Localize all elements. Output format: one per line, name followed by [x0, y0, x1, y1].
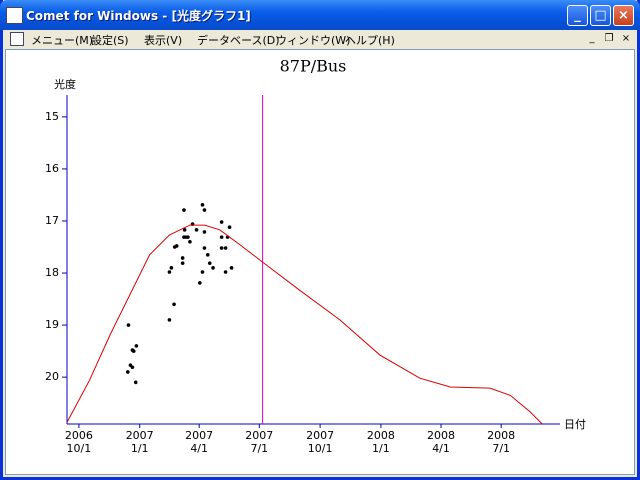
data-point: [219, 235, 224, 239]
data-point: [126, 323, 131, 327]
doc-icon[interactable]: [10, 32, 24, 46]
app-icon: [6, 7, 23, 24]
magnitude-curve: [66, 224, 543, 425]
x-tick-label: 2007 7/1: [245, 429, 273, 455]
data-point: [200, 203, 205, 207]
data-point: [207, 261, 212, 265]
data-point: [167, 318, 172, 322]
data-point: [205, 253, 210, 257]
data-point: [202, 246, 207, 250]
y-tick-label: 15: [45, 110, 59, 123]
data-point: [130, 365, 135, 370]
data-point: [182, 228, 187, 232]
x-tick-label: 2008 1/1: [367, 429, 395, 455]
menu-item[interactable]: ヘルプ(H): [345, 34, 395, 47]
maximize-button[interactable]: □: [590, 5, 611, 26]
data-point: [223, 246, 228, 250]
data-point: [229, 266, 234, 270]
data-point: [227, 225, 232, 230]
x-tick-label: 2006 10/1: [65, 429, 93, 455]
client-area: [5, 49, 635, 475]
data-point: [167, 270, 172, 274]
data-point: [202, 230, 207, 234]
title-bar: Comet for Windows - [光度グラフ1] _ □ ×: [0, 0, 640, 30]
window-title: Comet for Windows - [光度グラフ1]: [26, 9, 251, 23]
data-point: [131, 349, 136, 353]
y-tick-label: 17: [45, 214, 59, 227]
x-tick-label: 2007 10/1: [306, 429, 334, 455]
data-point: [134, 344, 139, 348]
minimize-button[interactable]: _: [567, 5, 588, 26]
y-tick-label: 16: [45, 162, 59, 175]
data-point: [223, 270, 228, 274]
data-point: [133, 380, 138, 385]
x-tick-label: 2008 4/1: [427, 429, 455, 455]
x-tick-label: 2007 1/1: [126, 429, 154, 455]
menu-item[interactable]: 表示(V): [144, 34, 183, 47]
data-point: [169, 266, 174, 270]
data-point: [194, 228, 199, 232]
x-tick-label: 2007 4/1: [185, 429, 213, 455]
x-axis-label: 日付: [564, 418, 586, 431]
x-tick-label: 2008 7/1: [487, 429, 515, 455]
data-point: [172, 302, 176, 307]
data-point: [198, 281, 202, 285]
y-tick-label: 18: [45, 266, 59, 279]
data-point: [219, 246, 224, 250]
data-point: [188, 240, 192, 244]
chart-title: 87P/Bus: [280, 57, 347, 76]
mdi-restore[interactable]: ❐: [604, 33, 614, 44]
data-point: [174, 244, 179, 248]
menu-bar: メニュー(M) 設定(S) 表示(V) データベース(D) ウィンドウ(W) ヘ…: [3, 30, 637, 48]
data-point: [180, 261, 185, 265]
data-point: [186, 235, 190, 239]
data-point: [182, 208, 186, 212]
menu-item[interactable]: ウィンドウ(W): [276, 34, 351, 47]
y-axis-label: 光度: [54, 77, 76, 91]
data-point: [180, 256, 185, 260]
mdi-minimize[interactable]: _: [589, 33, 595, 44]
data-point: [200, 270, 205, 274]
y-tick-label: 20: [45, 370, 59, 383]
menu-item[interactable]: 設定(S): [91, 34, 129, 47]
menu-item[interactable]: データベース(D): [197, 34, 280, 47]
data-point: [125, 370, 130, 374]
data-point: [211, 266, 215, 270]
menu-item[interactable]: メニュー(M): [31, 34, 94, 47]
mdi-close[interactable]: ×: [621, 33, 631, 44]
data-point: [202, 208, 207, 212]
close-button[interactable]: ×: [613, 5, 634, 26]
y-tick-label: 19: [45, 318, 59, 331]
data-point: [219, 220, 224, 224]
